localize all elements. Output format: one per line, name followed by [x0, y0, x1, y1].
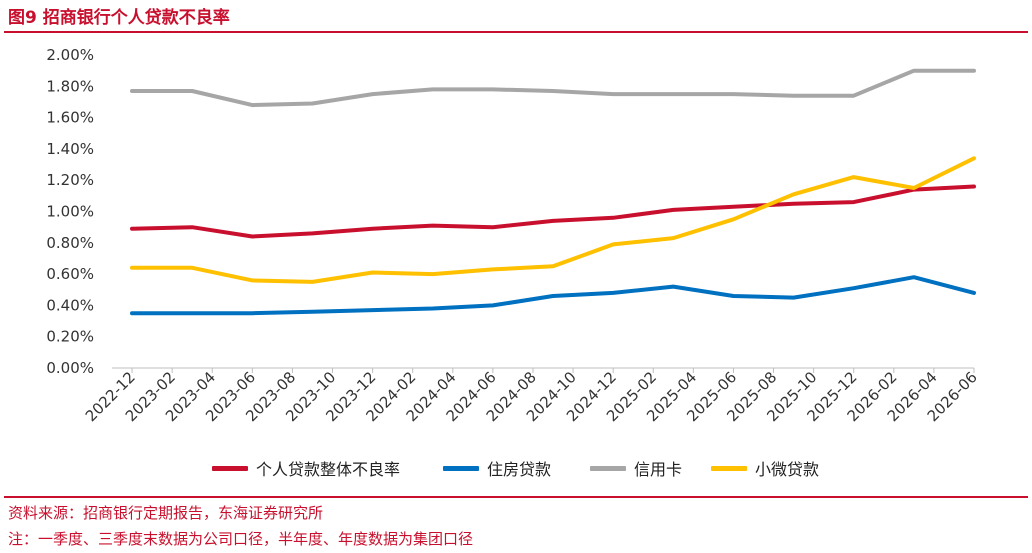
- y-tick-label: 1.00%: [46, 203, 94, 221]
- title-divider: [4, 31, 1028, 33]
- legend-item-series-4: 小微贷款: [711, 456, 819, 480]
- legend-swatch-series-2: [443, 465, 479, 471]
- series-line-2: [130, 275, 976, 316]
- series-line-1: [130, 184, 976, 239]
- legend-label-series-4: 小微贷款: [755, 460, 820, 479]
- chart-legend: 个人贷款整体不良率 住房贷款 信用卡 小微贷款: [0, 456, 1032, 480]
- source-note: 资料来源：招商银行定期报告，东海证券研究所: [8, 504, 324, 522]
- y-tick-label: 2.00%: [46, 46, 94, 64]
- legend-swatch-series-4: [711, 465, 747, 471]
- y-tick-label: 0.00%: [46, 359, 94, 377]
- footer-divider: [4, 496, 1028, 498]
- y-tick-label: 0.80%: [46, 234, 94, 252]
- y-tick-label: 0.60%: [46, 265, 94, 283]
- y-tick-label: 1.60%: [46, 109, 94, 127]
- y-tick-label: 0.20%: [46, 328, 94, 346]
- series-line-3: [130, 68, 976, 108]
- legend-item-series-3: 信用卡: [590, 456, 682, 480]
- legend-label-series-2: 住房贷款: [487, 460, 552, 479]
- line-chart: 0.00% 0.20% 0.40% 0.60% 0.80% 1.00% 1.20% 1.40%…: [46, 46, 980, 425]
- legend-item-series-1: 个人贷款整体不良率: [212, 456, 400, 480]
- legend-label-series-1: 个人贷款整体不良率: [256, 460, 401, 479]
- y-tick-label: 1.40%: [46, 140, 94, 158]
- y-tick-label: 1.80%: [46, 77, 94, 95]
- legend-item-series-2: 住房贷款: [443, 456, 551, 480]
- y-tick-label: 0.40%: [46, 296, 94, 314]
- series-line-4: [130, 156, 976, 284]
- footnote: 注：一季度、三季度末数据为公司口径，半年度、年度数据为集团口径: [8, 530, 474, 548]
- legend-label-series-3: 信用卡: [634, 460, 683, 479]
- figure-title: 图9 招商银行个人贷款不良率: [8, 8, 230, 28]
- legend-swatch-series-3: [590, 465, 626, 471]
- legend-swatch-series-1: [212, 465, 248, 471]
- y-tick-label: 1.20%: [46, 171, 94, 189]
